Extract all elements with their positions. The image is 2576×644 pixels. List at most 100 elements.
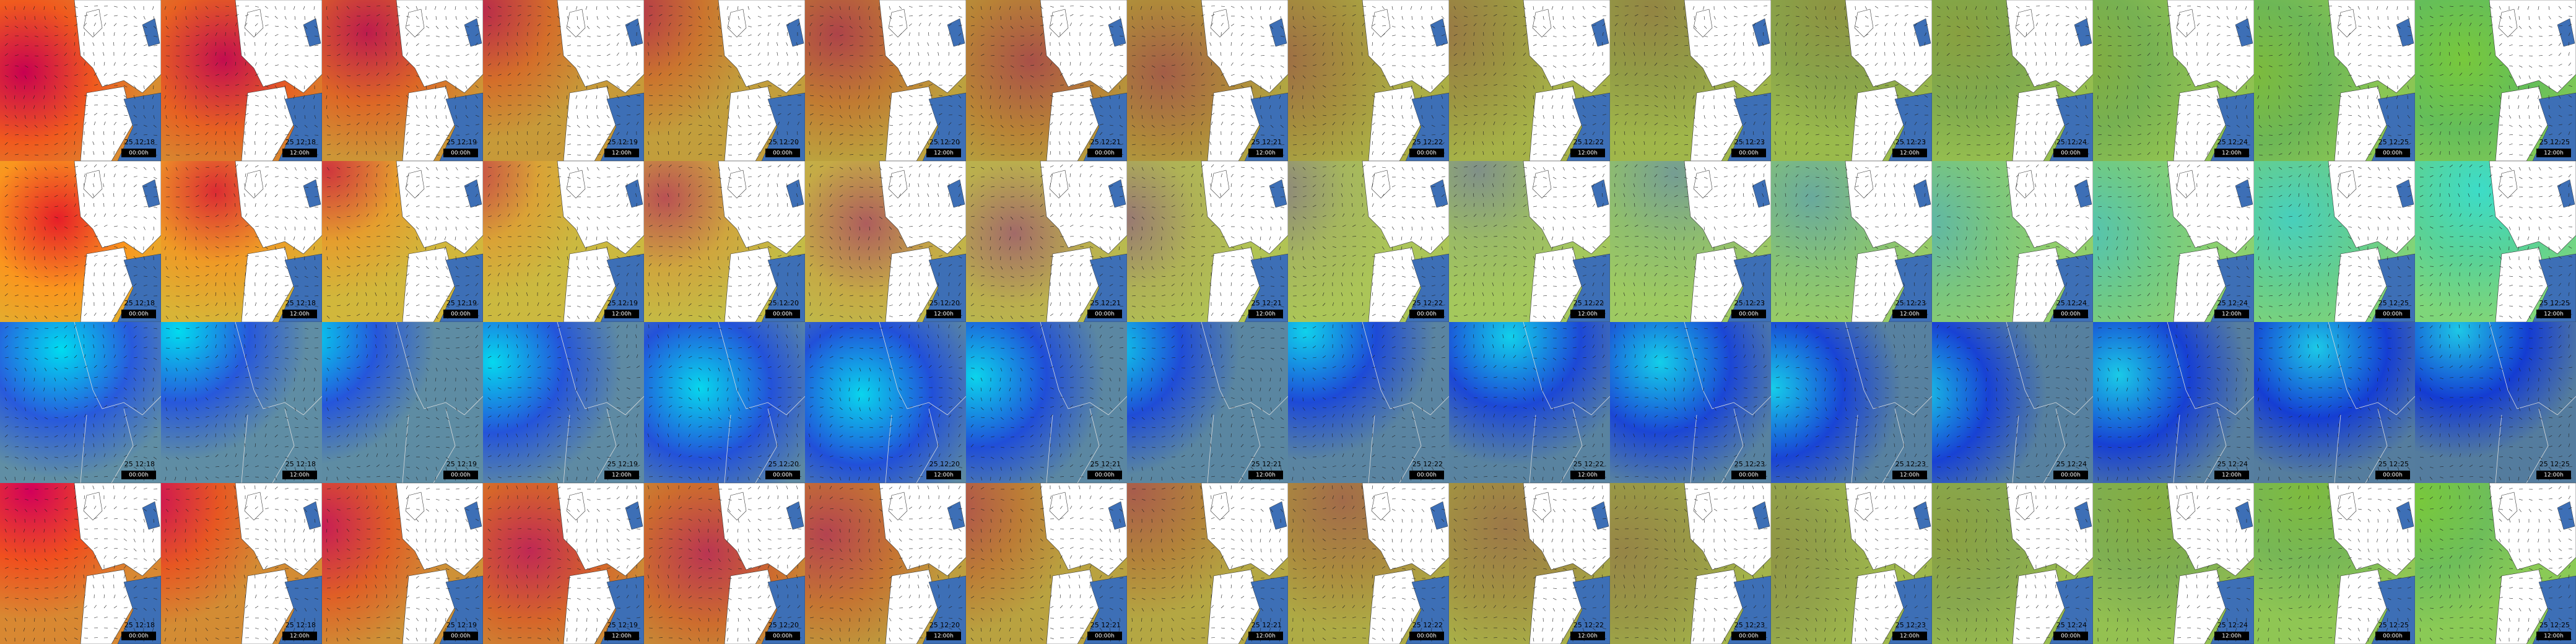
wind-arrow bbox=[123, 6, 127, 9]
wind-arrow bbox=[113, 73, 118, 76]
time-label: 12:00h bbox=[612, 633, 632, 640]
wind-arrow bbox=[44, 337, 48, 339]
wind-arrow bbox=[4, 152, 9, 155]
wind-arrow bbox=[74, 627, 78, 630]
wind-arrow bbox=[113, 114, 118, 116]
wind-arrow bbox=[153, 508, 157, 512]
wind-arrow bbox=[123, 528, 127, 531]
wind-arrow bbox=[43, 637, 45, 642]
wind-arrow bbox=[274, 15, 278, 19]
wind-arrow bbox=[113, 433, 115, 438]
wind-arrow bbox=[33, 538, 35, 542]
wind-arrow bbox=[54, 528, 56, 533]
wind-arrow bbox=[92, 183, 95, 188]
wind-arrow bbox=[143, 75, 147, 79]
wind-arrow bbox=[54, 167, 58, 170]
wind-arrow bbox=[245, 14, 249, 17]
wind-arrow bbox=[143, 115, 146, 119]
wind-arrow bbox=[4, 274, 9, 277]
wind-arrow bbox=[113, 366, 118, 368]
date-label: 25 12:18 bbox=[124, 138, 155, 146]
wind-arrow bbox=[54, 538, 56, 542]
wind-arrow bbox=[74, 74, 78, 76]
wind-arrow bbox=[14, 124, 19, 127]
wind-arrow bbox=[153, 407, 155, 411]
wind-arrow bbox=[24, 328, 28, 329]
wind-arrow bbox=[64, 397, 67, 401]
wind-arrow bbox=[153, 568, 157, 570]
wind-arrow bbox=[64, 25, 69, 27]
wind-arrow bbox=[113, 627, 118, 629]
wind-arrow bbox=[255, 32, 256, 37]
wind-arrow bbox=[64, 607, 69, 609]
wind-arrow bbox=[4, 508, 9, 510]
wind-arrow bbox=[54, 315, 58, 318]
wind-arrow bbox=[24, 417, 28, 420]
wind-arrow bbox=[14, 407, 17, 411]
wind-arrow bbox=[133, 567, 137, 569]
wind-arrow bbox=[4, 95, 7, 99]
wind-arrow bbox=[54, 397, 56, 401]
wind-arrow bbox=[133, 377, 136, 381]
wind-arrow bbox=[143, 367, 147, 371]
wind-arrow bbox=[33, 236, 35, 240]
time-label: 00:00h bbox=[451, 311, 471, 318]
wind-arrow bbox=[34, 328, 38, 329]
wind-arrow bbox=[84, 565, 85, 569]
wind-arrow bbox=[123, 131, 126, 136]
wind-arrow bbox=[74, 95, 78, 98]
wind-arrow bbox=[64, 95, 67, 99]
wind-arrow bbox=[54, 456, 58, 458]
wind-arrow bbox=[34, 508, 37, 513]
wind-arrow bbox=[64, 627, 67, 632]
wind-arrow bbox=[103, 183, 105, 188]
wind-arrow bbox=[133, 75, 137, 77]
wind-arrow bbox=[153, 134, 157, 136]
wind-arrow bbox=[54, 346, 58, 349]
wind-arrow bbox=[64, 175, 68, 178]
wind-arrow bbox=[74, 203, 76, 207]
wind-arrow bbox=[123, 575, 126, 579]
wind-arrow bbox=[43, 528, 45, 533]
wind-arrow bbox=[4, 445, 9, 448]
wind-arrow bbox=[84, 495, 85, 500]
wind-arrow bbox=[14, 446, 19, 448]
wind-arrow bbox=[4, 176, 9, 178]
wind-arrow bbox=[14, 167, 18, 170]
wind-arrow bbox=[94, 61, 95, 66]
wind-arrow bbox=[74, 292, 76, 297]
wind-arrow bbox=[74, 6, 78, 9]
wind-arrow bbox=[14, 44, 19, 46]
wind-arrow bbox=[34, 186, 39, 188]
wind-arrow bbox=[113, 105, 118, 107]
wind-arrow bbox=[123, 424, 126, 428]
wind-arrow bbox=[54, 134, 58, 136]
wind-arrow bbox=[33, 397, 35, 401]
wind-arrow bbox=[84, 95, 88, 97]
wind-arrow bbox=[54, 54, 58, 56]
wind-arrow bbox=[143, 336, 147, 339]
wind-arrow bbox=[84, 594, 85, 599]
wind-arrow bbox=[4, 236, 7, 240]
wind-arrow bbox=[54, 194, 58, 198]
wind-arrow bbox=[143, 347, 147, 349]
time-box bbox=[121, 632, 156, 640]
wind-arrow bbox=[94, 405, 97, 408]
wind-arrow bbox=[153, 598, 157, 600]
wind-arrow bbox=[123, 292, 126, 297]
wind-arrow bbox=[164, 6, 167, 10]
wind-arrow bbox=[314, 35, 318, 37]
wind-arrow bbox=[143, 124, 147, 127]
coastline bbox=[74, 321, 162, 484]
wind-arrow bbox=[92, 141, 95, 146]
wind-arrow bbox=[153, 377, 154, 382]
wind-arrow bbox=[103, 151, 105, 155]
wind-arrow bbox=[123, 303, 127, 307]
wind-arrow bbox=[94, 354, 95, 359]
wind-arrow bbox=[23, 538, 25, 542]
wind-arrow bbox=[113, 302, 115, 307]
wind-arrow bbox=[205, 42, 208, 46]
wind-arrow bbox=[153, 437, 158, 438]
wind-arrow bbox=[54, 548, 57, 552]
wind-arrow bbox=[54, 6, 56, 10]
